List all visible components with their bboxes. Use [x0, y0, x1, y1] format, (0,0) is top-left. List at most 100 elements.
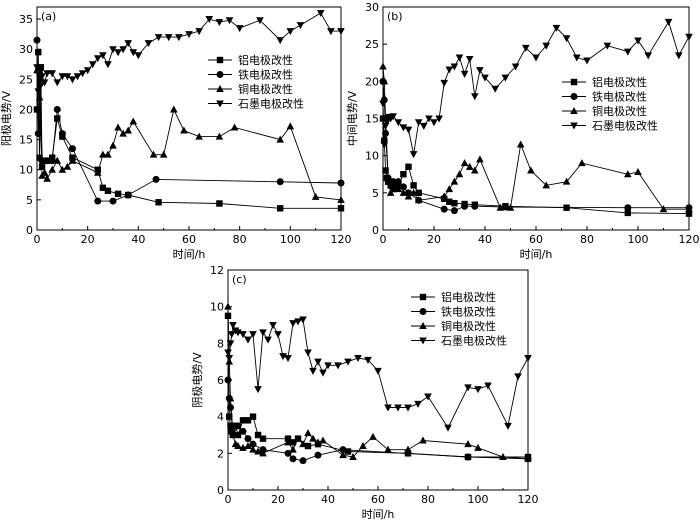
data-point: [109, 141, 117, 149]
data-point: [234, 329, 242, 337]
y-tick-label: 8: [217, 337, 224, 350]
data-point: [440, 79, 448, 87]
data-point: [224, 349, 232, 357]
data-point: [414, 196, 423, 204]
legend-label: 铁电极改性: [592, 90, 647, 104]
data-point: [124, 126, 132, 134]
data-point: [35, 49, 42, 56]
data-point: [154, 34, 163, 42]
data-point: [43, 157, 51, 165]
data-point: [114, 49, 122, 57]
x-tick-label: 0: [225, 493, 232, 506]
data-point: [471, 166, 479, 174]
data-point: [294, 434, 302, 442]
data-point: [344, 358, 352, 366]
legend-marker: [419, 293, 427, 301]
data-point: [164, 34, 173, 42]
data-point: [675, 52, 683, 60]
data-point: [289, 455, 297, 463]
data-point: [445, 185, 454, 193]
data-point: [234, 422, 242, 430]
data-point: [415, 189, 422, 197]
data-point: [229, 431, 237, 438]
data-point: [284, 438, 292, 446]
data-point: [380, 77, 389, 85]
data-point: [289, 445, 297, 453]
data-point: [400, 171, 407, 178]
panel-label: (a): [41, 10, 56, 23]
data-point: [239, 443, 247, 451]
data-point: [226, 413, 233, 420]
data-point: [228, 428, 235, 435]
data-point: [383, 119, 391, 127]
data-point: [38, 73, 46, 81]
data-point: [256, 17, 264, 25]
data-point: [284, 355, 292, 362]
data-point: [583, 57, 591, 65]
legend-entry: 铝电极改性: [411, 290, 496, 304]
legend-entry: 铁电极改性: [562, 90, 647, 104]
data-point: [216, 200, 223, 207]
data-point: [48, 165, 56, 173]
data-point: [476, 67, 484, 75]
data-point: [389, 181, 397, 189]
data-point: [685, 210, 693, 217]
data-point: [48, 70, 56, 78]
data-point: [249, 331, 257, 339]
data-point: [379, 115, 387, 122]
series-line: [36, 12, 341, 92]
data-point: [37, 82, 45, 90]
data-point: [234, 442, 242, 449]
x-tick-label: 40: [321, 493, 335, 506]
data-point: [309, 367, 317, 375]
legend-entry: 铝电极改性: [208, 53, 293, 67]
legend-label: 铜电极改性: [238, 82, 293, 96]
data-point: [53, 105, 61, 113]
data-point: [94, 197, 102, 205]
data-point: [249, 445, 257, 453]
data-point: [390, 185, 397, 193]
data-point: [384, 178, 392, 185]
x-axis-label: 时间/h: [173, 248, 206, 261]
data-point: [114, 190, 122, 198]
data-point: [471, 93, 479, 101]
data-point: [249, 440, 257, 448]
series-line: [382, 118, 690, 215]
legend-marker: [216, 71, 224, 78]
data-point: [159, 150, 168, 158]
data-point: [316, 10, 325, 18]
data-point: [624, 204, 632, 212]
data-point: [119, 46, 127, 54]
data-point: [309, 434, 317, 442]
data-point: [359, 442, 367, 449]
data-point: [215, 19, 224, 27]
data-point: [542, 181, 550, 189]
data-point: [224, 302, 232, 310]
data-point: [685, 205, 693, 213]
data-point: [384, 404, 392, 412]
data-point: [314, 451, 322, 459]
data-point: [450, 177, 459, 185]
data-point: [48, 157, 56, 165]
data-point: [455, 170, 464, 178]
data-point: [481, 74, 489, 82]
data-point: [644, 52, 652, 60]
data-point: [542, 42, 550, 50]
data-point: [225, 355, 234, 362]
data-point: [234, 431, 242, 439]
data-point: [409, 188, 418, 196]
data-point: [514, 373, 522, 381]
data-point: [63, 73, 72, 81]
data-point: [444, 424, 452, 432]
data-point: [455, 54, 464, 62]
y-tick-label: 30: [19, 43, 33, 56]
data-point: [464, 440, 472, 448]
data-point: [496, 203, 505, 211]
legend-label: 铁电极改性: [441, 305, 496, 319]
legend-marker: [570, 78, 578, 86]
data-point: [474, 443, 482, 451]
series-triangle-up: [379, 62, 693, 213]
data-point: [501, 203, 509, 211]
chart-panel-2: 0 20 40 60 80 100 120 0 2 4 6 8 10 12 时间/h 阴极电势/V (c) 铝电极…: [190, 264, 539, 521]
